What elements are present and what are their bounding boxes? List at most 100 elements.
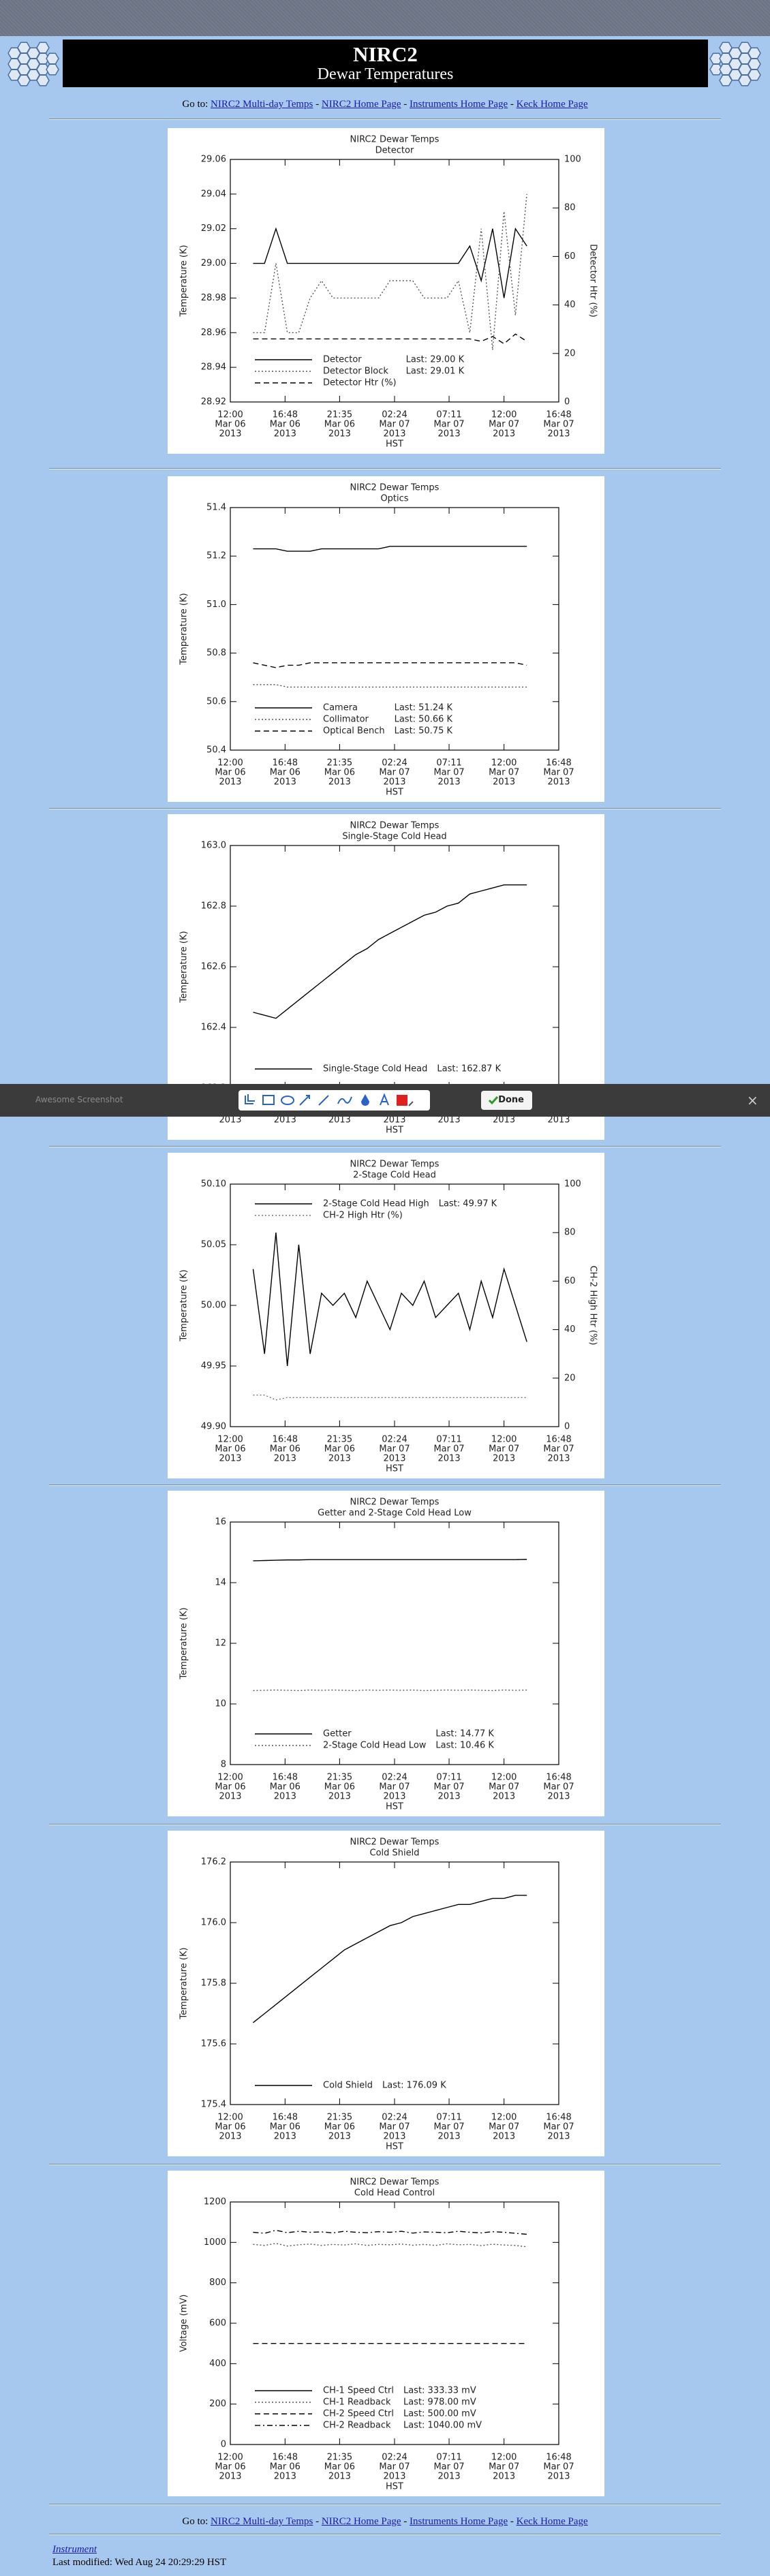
legend-last-value: Last: 176.09 K: [382, 2081, 446, 2091]
y-axis-label: Temperature (K): [179, 1269, 189, 1341]
y-tick-label: 29.00: [201, 258, 226, 268]
last-modified: Last modified: Wed Aug 24 20:29:29 HST: [52, 2557, 227, 2568]
x-tick-label: Mar 06: [270, 1444, 301, 1455]
nav-link[interactable]: NIRC2 Multi-day Temps: [211, 2516, 313, 2527]
x-tick-label: 16:48: [546, 2113, 571, 2123]
x-tick-label: Mar 06: [270, 768, 301, 778]
nav-separator: -: [403, 99, 407, 110]
nav-link[interactable]: Keck Home Page: [516, 99, 588, 110]
chart-subtitle: Detector: [375, 146, 414, 156]
x-tick-label: 16:48: [546, 1435, 571, 1445]
nav-link[interactable]: NIRC2 Home Page: [321, 99, 401, 110]
nav-link[interactable]: NIRC2 Multi-day Temps: [211, 99, 313, 110]
x-axis-label: HST: [386, 1464, 403, 1474]
x-tick-label: Mar 07: [433, 2122, 464, 2132]
legend-last-value: Last: 50.66 K: [395, 715, 453, 725]
y-tick-label: 1200: [204, 2197, 226, 2207]
y-tick-label: 800: [209, 2278, 226, 2288]
x-tick-label: 2013: [274, 429, 296, 439]
y-tick-label: 28.92: [201, 397, 226, 407]
plot-frame: [230, 159, 559, 403]
nav-separator: -: [315, 2516, 320, 2527]
x-axis-label: HST: [386, 1802, 403, 1812]
top-bar: [0, 0, 770, 36]
y-tick-label: 600: [209, 2318, 226, 2329]
series-line: [253, 1895, 527, 2023]
legend-label: Optical Bench: [323, 726, 385, 736]
x-tick-label: 2013: [383, 2472, 405, 2482]
nav-prefix: Go to:: [182, 99, 209, 110]
x-tick-label: 2013: [547, 1454, 570, 1464]
x-tick-label: 2013: [328, 1792, 351, 1802]
y-tick-label: 400: [209, 2359, 226, 2369]
x-tick-label: Mar 06: [270, 420, 301, 430]
x-tick-label: 2013: [219, 429, 241, 439]
x-tick-label: 16:48: [546, 410, 571, 420]
x-tick-label: 2013: [547, 429, 570, 439]
x-tick-label: 07:11: [436, 1773, 461, 1783]
x-tick-label: 12:00: [217, 2453, 243, 2463]
x-tick-label: 2013: [438, 1115, 461, 1126]
x-tick-label: 2013: [547, 2132, 570, 2142]
divider: [49, 1146, 721, 1147]
chart-panel: [168, 128, 604, 454]
y2-tick-label: 100: [564, 1179, 581, 1190]
y-tick-label: 51.4: [206, 503, 226, 513]
x-tick-label: 2013: [438, 1792, 461, 1802]
x-axis-label: HST: [386, 788, 403, 798]
x-tick-label: 2013: [219, 1792, 241, 1802]
x-tick-label: 2013: [547, 1792, 570, 1802]
y-tick-label: 50.8: [206, 648, 226, 658]
screenshot-toolbar: Awesome Screenshot Done ×: [0, 1084, 770, 1117]
nav-link[interactable]: Instruments Home Page: [410, 99, 508, 110]
x-tick-label: 2013: [547, 2472, 570, 2482]
close-button[interactable]: ×: [747, 1092, 758, 1108]
x-tick-label: Mar 07: [543, 2462, 574, 2472]
x-tick-label: Mar 06: [324, 2462, 355, 2472]
x-tick-label: 2013: [274, 1792, 296, 1802]
series-line: [253, 884, 527, 1019]
x-tick-label: 2013: [328, 777, 351, 788]
y2-tick-label: 80: [564, 1228, 576, 1238]
legend-label: Cold Shield: [323, 2081, 373, 2091]
x-tick-label: 12:00: [217, 2113, 243, 2123]
x-tick-label: 2013: [438, 429, 461, 439]
footer-link[interactable]: Instrument: [52, 2544, 97, 2555]
nav-link[interactable]: NIRC2 Home Page: [321, 2516, 401, 2527]
plot-frame: [230, 1861, 559, 2105]
chart-title: NIRC2 Dewar Temps: [350, 2177, 440, 2188]
divider: [49, 2534, 721, 2535]
x-tick-label: Mar 07: [379, 420, 410, 430]
chart-subtitle: Cold Shield: [370, 1848, 420, 1859]
nav-link[interactable]: Keck Home Page: [516, 2516, 588, 2527]
y-axis-label: Voltage (mV): [179, 2295, 189, 2353]
done-button[interactable]: Done: [481, 1091, 532, 1110]
chart-title: NIRC2 Dewar Temps: [350, 821, 440, 831]
x-tick-label: Mar 07: [543, 1444, 574, 1455]
y-tick-label: 49.95: [201, 1361, 226, 1371]
y-tick-label: 200: [209, 2399, 226, 2409]
x-tick-label: 2013: [493, 777, 515, 788]
nav-link[interactable]: Instruments Home Page: [410, 2516, 508, 2527]
legend-label: CH-1 Speed Ctrl: [323, 2386, 394, 2396]
chart-subtitle: Cold Head Control: [354, 2188, 435, 2199]
x-tick-label: Mar 06: [215, 420, 245, 430]
y2-axis-label: Detector Htr (%): [588, 244, 598, 317]
legend-label: 2-Stage Cold Head High: [323, 1199, 429, 1209]
x-tick-label: 02:24: [382, 410, 407, 420]
x-axis-label: HST: [386, 2142, 403, 2152]
plot-frame: [230, 1183, 559, 1427]
y-tick-label: 162.8: [201, 901, 226, 912]
x-tick-label: 16:48: [273, 2453, 298, 2463]
x-tick-label: 12:00: [217, 1435, 243, 1445]
tool-palette: [238, 1090, 430, 1111]
x-tick-label: Mar 07: [433, 420, 464, 430]
x-tick-label: 2013: [438, 2132, 461, 2142]
chart-title: NIRC2 Dewar Temps: [350, 483, 440, 493]
legend-last-value: Last: 49.97 K: [439, 1199, 497, 1209]
y-tick-label: 51.0: [206, 600, 226, 610]
y-tick-label: 28.98: [201, 293, 226, 303]
nav-separator: -: [510, 99, 514, 110]
plot-frame: [230, 2201, 559, 2445]
page-title: NIRC2: [353, 42, 418, 66]
